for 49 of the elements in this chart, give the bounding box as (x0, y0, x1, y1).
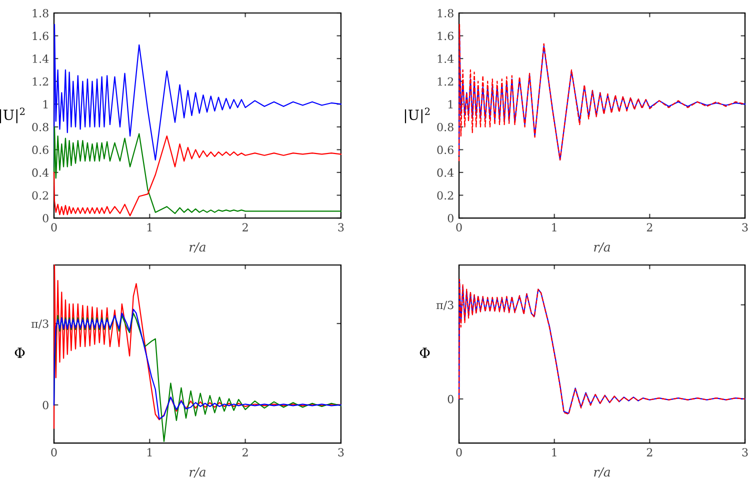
x-axis-title: r/a (594, 242, 610, 253)
y-axis-title: |U|$^{2}$ (404, 108, 430, 124)
y-tick-label: 1.4 (438, 54, 454, 63)
y-tick-label: π/3 (436, 300, 454, 310)
x-axis-title: r/a (190, 242, 206, 253)
y-tick-label: 1.2 (32, 77, 48, 86)
y-axis-title: |U|$^{2}$ (0, 108, 25, 124)
y-tick-label: 1 (43, 100, 48, 108)
y-tick-label: 1.2 (438, 77, 454, 86)
y-tick-label: 0.8 (32, 122, 48, 132)
y-tick-label: 0 (448, 394, 454, 404)
x-tick-label: 3 (742, 223, 748, 232)
x-tick-label: 2 (242, 448, 248, 456)
y-tick-label: 1 (448, 100, 453, 108)
y-tick-label: 0 (42, 400, 48, 410)
x-tick-label: 2 (646, 448, 652, 456)
x-tick-label: 1 (147, 448, 152, 456)
y-tick-label: 0.2 (437, 191, 454, 200)
y-tick-label: 1.6 (438, 32, 454, 40)
y-tick-label: 0.6 (437, 146, 454, 154)
x-tick-label: 1 (552, 448, 556, 456)
y-tick-label: 1.4 (32, 54, 49, 63)
line-series (53, 308, 342, 420)
y-axis-title: Φ (420, 348, 430, 358)
y-tick-label: 1.8 (32, 8, 48, 18)
y-tick-label: 0 (448, 214, 454, 222)
y-tick-label: 0.8 (437, 122, 454, 132)
x-tick-label: 1 (147, 223, 152, 232)
y-tick-label: 0.4 (32, 168, 49, 177)
y-tick-label: 1.6 (32, 32, 48, 40)
x-tick-label: 0 (51, 223, 57, 232)
y-tick-label: 0.4 (437, 168, 454, 177)
y-tick-label: 0.2 (32, 191, 48, 200)
x-tick-label: 0 (456, 448, 462, 456)
y-tick-label: 0 (42, 214, 48, 222)
y-tick-label: 0.6 (32, 146, 48, 154)
y-axis-title: Φ (14, 348, 25, 358)
x-tick-label: 0 (51, 448, 57, 456)
x-tick-label: 1 (552, 223, 556, 232)
y-tick-label: π/3 (31, 319, 48, 329)
x-tick-label: 2 (242, 223, 248, 232)
x-tick-label: 3 (338, 448, 344, 456)
x-axis-title: r/a (594, 467, 610, 478)
x-tick-label: 3 (338, 223, 344, 232)
x-tick-label: 0 (456, 223, 462, 232)
x-tick-label: 2 (646, 223, 652, 232)
y-tick-label: 1.8 (438, 8, 454, 18)
x-axis-title: r/a (190, 467, 206, 478)
x-tick-label: 3 (742, 448, 748, 456)
